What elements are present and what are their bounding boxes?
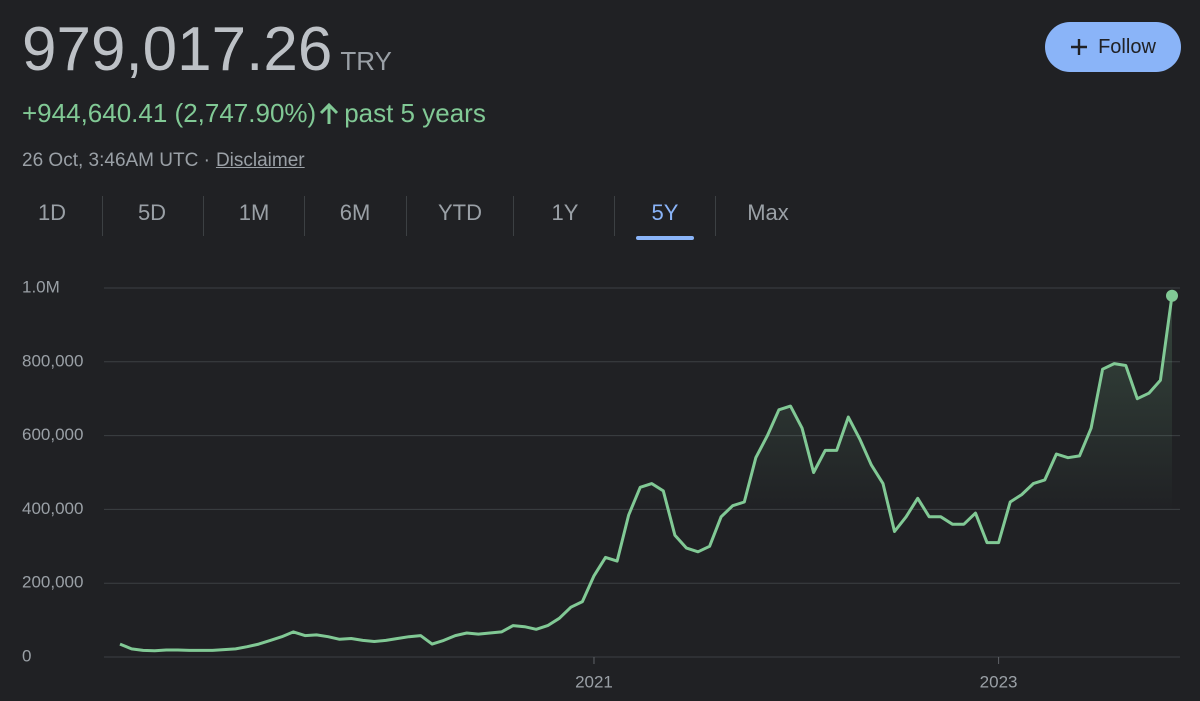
y-tick-label: 800,000 xyxy=(22,351,83,370)
change: +944,640.41 (2,747.90%) xyxy=(22,98,317,128)
range-tab[interactable]: 5D xyxy=(137,200,167,225)
timestamp: 26 Oct, 3:46AM UTC · xyxy=(22,150,210,171)
x-tick-label: 2023 xyxy=(980,672,1018,691)
tab-separator xyxy=(513,196,514,236)
range-tab[interactable]: Max xyxy=(747,200,789,225)
price-line xyxy=(119,295,1174,653)
range-tab[interactable]: YTD xyxy=(438,200,482,225)
range-tab[interactable]: 5Y xyxy=(651,200,679,225)
change-row: +944,640.41 (2,747.90%) past 5 years xyxy=(22,98,486,129)
range-tab[interactable]: 1M xyxy=(238,200,270,225)
up-arrow xyxy=(320,102,339,124)
tab-separator xyxy=(715,196,716,236)
y-tick-label: 400,000 xyxy=(22,499,83,518)
selected-underline xyxy=(636,236,694,240)
timestamp-row: 26 Oct, 3:46AM UTC · Disclaimer xyxy=(22,150,305,172)
y-tick-label: 200,000 xyxy=(22,573,83,592)
tab-separator xyxy=(203,196,204,236)
y-tick-label: 1.0M xyxy=(22,277,60,296)
tab-separator xyxy=(614,196,615,236)
range-tab[interactable]: 6M xyxy=(339,200,371,225)
plus-icon xyxy=(1071,39,1088,55)
period: past 5 years xyxy=(344,98,486,128)
tab-separator xyxy=(102,196,103,236)
y-tick-label: 600,000 xyxy=(22,425,83,444)
x-tick-label: 2021 xyxy=(575,672,613,691)
area-fill xyxy=(120,295,1172,657)
price-row: 979,017.26 TRY xyxy=(22,14,392,85)
last-point xyxy=(1166,289,1178,302)
price: 979,017.26 xyxy=(22,15,333,84)
follow-label: Follow xyxy=(1098,35,1156,58)
range-tab[interactable]: 1D xyxy=(37,200,67,225)
y-tick-label: 0 xyxy=(22,646,31,665)
follow-button[interactable]: Follow xyxy=(1045,22,1181,72)
currency: TRY xyxy=(340,46,392,76)
disclaimer-link[interactable]: Disclaimer xyxy=(215,150,305,171)
tab-separator xyxy=(304,196,305,236)
tab-separator xyxy=(406,196,407,236)
range-tab[interactable]: 1Y xyxy=(551,200,579,225)
